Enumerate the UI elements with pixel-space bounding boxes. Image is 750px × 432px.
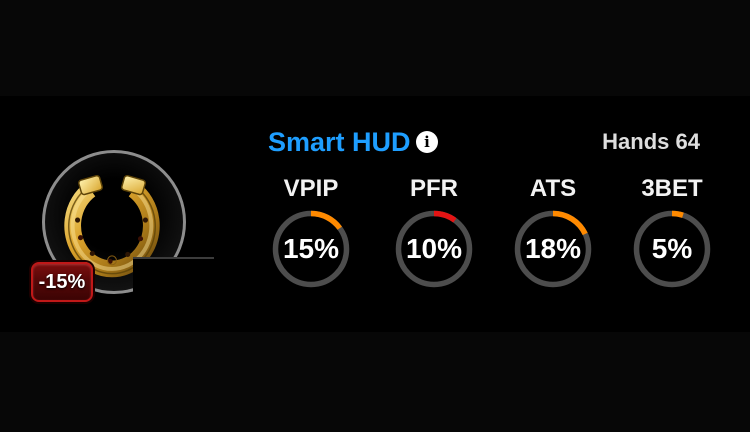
stat-value: 10% <box>405 233 463 264</box>
hands-count: Hands 64 <box>602 129 700 154</box>
stat-label: VPIP <box>283 175 339 202</box>
stat-gauge-ats[interactable]: ATS 18% <box>493 176 613 293</box>
stat-ring: 18% <box>509 205 597 293</box>
stat-ring: 5% <box>628 205 716 293</box>
stat-value: 18% <box>524 233 582 264</box>
gauge-arc <box>633 210 711 288</box>
hud-title: Smart HUD <box>268 127 411 157</box>
progress-badge: -15% <box>31 262 93 302</box>
stat-label: 3BET <box>641 175 703 202</box>
overlay-patch <box>133 257 214 300</box>
stat-label: ATS <box>529 175 577 202</box>
stat-gauge-vpip[interactable]: VPIP 15% <box>251 176 371 293</box>
stat-ring: 10% <box>390 205 478 293</box>
stat-value: 5% <box>651 233 693 264</box>
stat-gauge-pfr[interactable]: PFR 10% <box>374 176 494 293</box>
gauge-arc <box>514 210 592 288</box>
stat-value: 15% <box>282 233 340 264</box>
info-icon[interactable]: i <box>416 131 438 153</box>
stat-label: PFR <box>410 175 458 202</box>
stat-ring: 15% <box>267 205 355 293</box>
gauge-arc <box>395 210 473 288</box>
horseshoe-icon <box>64 174 160 278</box>
stat-gauge-3bet[interactable]: 3BET 5% <box>612 176 732 293</box>
progress-badge-label: -15% <box>38 270 86 293</box>
gauge-arc <box>272 210 350 288</box>
